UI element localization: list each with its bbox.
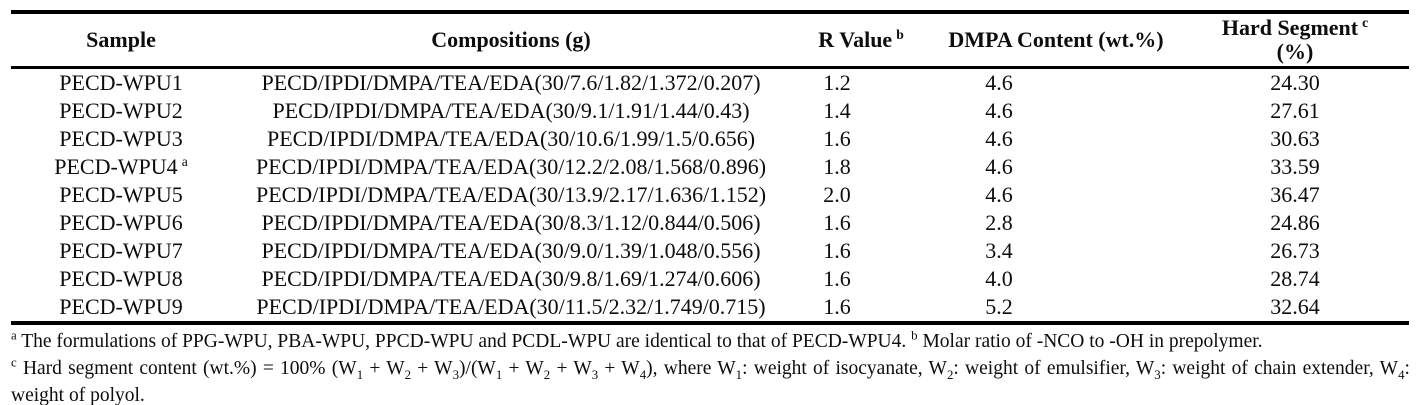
- table-row: PECD-WPU9 PECD/IPDI/DMPA/TEA/EDA(30/11.5…: [11, 293, 1409, 323]
- col-header-sample: Sample: [11, 12, 231, 68]
- table-row: PECD-WPU6 PECD/IPDI/DMPA/TEA/EDA(30/8.3/…: [11, 209, 1409, 237]
- sample-cell: PECD-WPU6: [11, 209, 231, 237]
- formulations-table: Sample Compositions (g) R Value b DMPA Co…: [11, 10, 1409, 325]
- col-header-hard-segment-label: Hard Segment: [1221, 15, 1359, 40]
- sample-name: PECD-WPU9: [59, 294, 183, 319]
- r-value-cell: 1.6: [823, 210, 851, 235]
- col-header-sample-label: Sample: [86, 27, 156, 52]
- sample-cell: PECD-WPU7: [11, 237, 231, 265]
- hard-segment-cell: 24.86: [1270, 210, 1320, 235]
- footnote-a-b: a The formulations of PPG-WPU, PBA-WPU, …: [11, 328, 1263, 352]
- r-value-cell: 2.0: [823, 182, 851, 207]
- hard-segment-cell: 30.63: [1270, 126, 1320, 151]
- header-row: Sample Compositions (g) R Value b DMPA Co…: [11, 12, 1409, 68]
- sample-name: PECD-WPU3: [59, 126, 183, 151]
- dmpa-content-cell: 4.6: [985, 154, 1013, 179]
- col-header-dmpa-content-label: DMPA Content (wt.%): [948, 27, 1164, 52]
- col-header-compositions-label: Compositions (g): [431, 27, 591, 52]
- composition-cell: PECD/IPDI/DMPA/TEA/EDA(30/9.1/1.91/1.44/…: [272, 98, 750, 123]
- sample-name: PECD-WPU8: [59, 266, 183, 291]
- sample-cell: PECD-WPU2: [11, 97, 231, 125]
- r-value-cell: 1.4: [823, 98, 851, 123]
- dmpa-content-cell: 4.6: [985, 70, 1013, 95]
- table-row: PECD-WPU3 PECD/IPDI/DMPA/TEA/EDA(30/10.6…: [11, 125, 1409, 153]
- r-value-cell: 1.6: [823, 238, 851, 263]
- composition-cell: PECD/IPDI/DMPA/TEA/EDA(30/10.6/1.99/1.5/…: [266, 126, 756, 151]
- footnote-c: c Hard segment content (wt.%) = 100% (W1…: [11, 355, 1410, 405]
- sample-cell: PECD-WPU3: [11, 125, 231, 153]
- dmpa-content-cell: 2.8: [985, 210, 1013, 235]
- sample-name: PECD-WPU7: [59, 238, 183, 263]
- dmpa-content-cell: 4.0: [985, 266, 1013, 291]
- sample-name: PECD-WPU4: [54, 154, 178, 179]
- dmpa-content-cell: 3.4: [985, 238, 1013, 263]
- hard-segment-cell: 36.47: [1270, 182, 1320, 207]
- table-row: PECD-WPU8 PECD/IPDI/DMPA/TEA/EDA(30/9.8/…: [11, 265, 1409, 293]
- col-header-r-value: R Value b: [791, 12, 931, 68]
- col-header-r-value-label: R Value: [818, 27, 893, 52]
- dmpa-content-cell: 4.6: [985, 98, 1013, 123]
- composition-cell: PECD/IPDI/DMPA/TEA/EDA(30/12.2/2.08/1.56…: [255, 154, 767, 179]
- composition-cell: PECD/IPDI/DMPA/TEA/EDA(30/11.5/2.32/1.74…: [256, 294, 766, 319]
- dmpa-content-cell: 5.2: [985, 294, 1013, 319]
- hard-segment-unit: (%): [1276, 39, 1314, 64]
- hard-segment-cell: 27.61: [1270, 98, 1320, 123]
- r-value-cell: 1.6: [823, 294, 851, 319]
- sample-name: PECD-WPU2: [59, 98, 183, 123]
- dmpa-content-cell: 4.6: [985, 126, 1013, 151]
- composition-cell: PECD/IPDI/DMPA/TEA/EDA(30/9.0/1.39/1.048…: [261, 238, 761, 263]
- sample-name: PECD-WPU5: [59, 182, 183, 207]
- r-value-cell: 1.6: [823, 266, 851, 291]
- col-header-dmpa-content: DMPA Content (wt.%): [931, 12, 1181, 68]
- sample-name: PECD-WPU6: [59, 210, 183, 235]
- composition-cell: PECD/IPDI/DMPA/TEA/EDA(30/8.3/1.12/0.844…: [261, 210, 761, 235]
- r-value-cell: 1.8: [823, 154, 851, 179]
- r-value-footnote-marker: b: [896, 26, 904, 42]
- table-footnotes: a The formulations of PPG-WPU, PBA-WPU, …: [11, 328, 1410, 405]
- sample-cell: PECD-WPU4 a: [11, 153, 231, 181]
- table-row: PECD-WPU5 PECD/IPDI/DMPA/TEA/EDA(30/13.9…: [11, 181, 1409, 209]
- composition-cell: PECD/IPDI/DMPA/TEA/EDA(30/13.9/2.17/1.63…: [255, 182, 767, 207]
- sample-name: PECD-WPU1: [59, 70, 183, 95]
- hard-segment-cell: 32.64: [1270, 294, 1320, 319]
- r-value-cell: 1.6: [823, 126, 851, 151]
- table-row: PECD-WPU4 a PECD/IPDI/DMPA/TEA/EDA(30/12.…: [11, 153, 1409, 181]
- sample-cell: PECD-WPU5: [11, 181, 231, 209]
- composition-cell: PECD/IPDI/DMPA/TEA/EDA(30/7.6/1.82/1.372…: [261, 70, 761, 95]
- hard-segment-cell: 33.59: [1270, 154, 1320, 179]
- sample-cell: PECD-WPU9: [11, 293, 231, 323]
- dmpa-content-cell: 4.6: [985, 182, 1013, 207]
- table-row: PECD-WPU2 PECD/IPDI/DMPA/TEA/EDA(30/9.1/…: [11, 97, 1409, 125]
- table-row: PECD-WPU1 PECD/IPDI/DMPA/TEA/EDA(30/7.6/…: [11, 68, 1409, 98]
- hard-segment-cell: 26.73: [1270, 238, 1320, 263]
- col-header-compositions: Compositions (g): [231, 12, 791, 68]
- hard-segment-cell: 24.30: [1270, 70, 1320, 95]
- r-value-cell: 1.2: [823, 70, 851, 95]
- table-header: Sample Compositions (g) R Value b DMPA Co…: [11, 12, 1409, 68]
- hard-segment-label-line: Hard Segment c: [1183, 14, 1407, 40]
- composition-cell: PECD/IPDI/DMPA/TEA/EDA(30/9.8/1.69/1.274…: [261, 266, 761, 291]
- sample-cell: PECD-WPU8: [11, 265, 231, 293]
- col-header-hard-segment: Hard Segment c (%): [1181, 12, 1409, 68]
- table-row: PECD-WPU7 PECD/IPDI/DMPA/TEA/EDA(30/9.0/…: [11, 237, 1409, 265]
- table-body: PECD-WPU1 PECD/IPDI/DMPA/TEA/EDA(30/7.6/…: [11, 68, 1409, 324]
- sample-cell: PECD-WPU1: [11, 68, 231, 98]
- hard-segment-cell: 28.74: [1270, 266, 1320, 291]
- hard-segment-footnote-marker: c: [1362, 14, 1369, 30]
- sample-footnote-marker: a: [181, 153, 188, 169]
